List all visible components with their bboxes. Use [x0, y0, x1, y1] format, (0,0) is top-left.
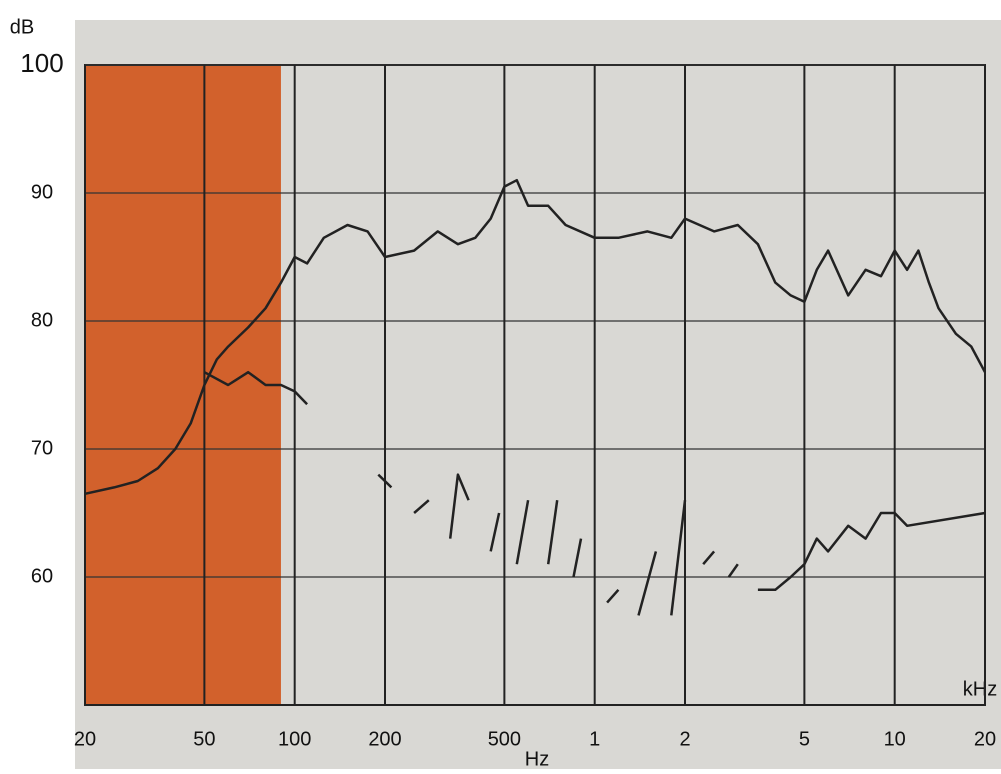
series-line — [203, 370, 986, 616]
x-tick-label: 5 — [799, 728, 810, 750]
y-tick-label: 60 — [31, 565, 53, 587]
x-tick-label: 2 — [679, 728, 690, 750]
y-tick-label: 100 — [20, 48, 63, 78]
x-tick-label: 10 — [884, 728, 906, 750]
series-line — [84, 178, 987, 496]
y-tick-label: 70 — [31, 437, 53, 459]
x-axis-label-k: kHz — [963, 678, 997, 700]
x-axis-label: Hz — [525, 748, 549, 769]
x-tick-label: 200 — [368, 728, 401, 750]
y-tick-label: 90 — [31, 181, 53, 203]
y-tick-label: 80 — [31, 309, 53, 331]
y-axis-label: dB — [10, 16, 34, 38]
x-tick-label: 100 — [278, 728, 311, 750]
x-tick-label: 50 — [193, 728, 215, 750]
x-tick-label: 20 — [974, 728, 996, 750]
x-tick-label: 1 — [589, 728, 600, 750]
shaded-region — [85, 65, 281, 705]
x-tick-label: 20 — [74, 728, 96, 750]
x-tick-label: 500 — [488, 728, 521, 750]
